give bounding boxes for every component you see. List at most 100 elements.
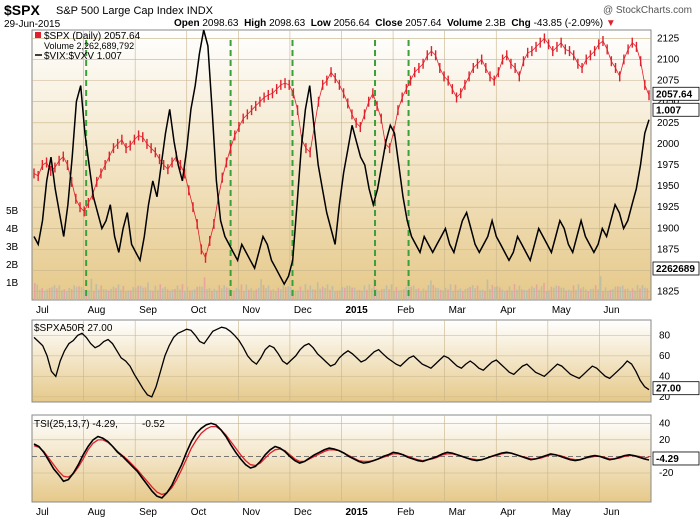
volume-bar bbox=[289, 287, 292, 300]
low-value: 2056.64 bbox=[333, 18, 370, 29]
price-tick-label: 2050 bbox=[657, 97, 680, 108]
volume-bar bbox=[115, 288, 117, 300]
volume-bar bbox=[218, 285, 221, 300]
volume-bar bbox=[43, 290, 46, 300]
index-full-name: S&P 500 Large Cap Index bbox=[56, 5, 184, 17]
volume-bar bbox=[321, 286, 324, 300]
exchange-code: INDX bbox=[186, 5, 213, 17]
volume-bar bbox=[319, 288, 321, 300]
month-label-bottom: Feb bbox=[397, 507, 415, 518]
month-label-bottom: Jun bbox=[603, 507, 619, 518]
breadth-tick-label: 20 bbox=[659, 392, 671, 403]
volume-bar bbox=[97, 289, 100, 300]
volume-bar bbox=[405, 286, 408, 300]
volume-bar bbox=[594, 285, 597, 300]
volume-bar bbox=[139, 285, 142, 300]
volume-bar bbox=[646, 288, 649, 300]
volume-bar bbox=[213, 288, 216, 300]
month-label-top: Jul bbox=[36, 305, 49, 316]
volume-bar bbox=[324, 288, 326, 300]
volume-bar bbox=[393, 290, 395, 300]
volume-bar bbox=[526, 290, 528, 300]
month-label-bottom: Nov bbox=[242, 507, 260, 518]
volume-bar bbox=[484, 290, 486, 300]
close-label: Close bbox=[375, 18, 403, 29]
tsi-tick-label: 20 bbox=[659, 435, 671, 446]
volume-bar bbox=[191, 290, 194, 300]
volume-bar bbox=[311, 289, 314, 300]
volume-bar bbox=[63, 289, 66, 300]
tsi-tick-label: -20 bbox=[659, 468, 674, 479]
volume-bar bbox=[476, 285, 479, 300]
volume-bar bbox=[78, 286, 80, 300]
volume-bar bbox=[489, 289, 491, 300]
volume-bar bbox=[334, 290, 336, 300]
volume-bar bbox=[127, 290, 130, 300]
volume-bar bbox=[186, 286, 189, 300]
volume-bar bbox=[530, 286, 533, 300]
volume-bar bbox=[348, 285, 351, 300]
volume-bar bbox=[371, 288, 373, 300]
tsi-tick-label: 40 bbox=[659, 418, 671, 429]
volume-bar bbox=[326, 284, 329, 300]
volume-bar bbox=[575, 289, 577, 300]
volume-bar bbox=[267, 285, 270, 300]
volume-bar bbox=[282, 285, 285, 300]
volume-bar bbox=[577, 284, 580, 300]
volume-bar bbox=[339, 290, 341, 300]
volume-bar bbox=[400, 290, 403, 300]
volume-bar bbox=[491, 285, 494, 300]
volume-bar bbox=[582, 286, 585, 300]
volume-bar bbox=[159, 284, 162, 300]
volume-bar bbox=[543, 282, 545, 300]
volume-bar bbox=[235, 287, 238, 300]
volume-bar bbox=[572, 285, 575, 300]
volume-bar bbox=[557, 286, 560, 300]
volume-bar bbox=[255, 289, 257, 300]
volume-bar bbox=[353, 287, 356, 300]
volume-bar bbox=[585, 289, 587, 300]
volume-bar bbox=[262, 285, 265, 300]
volume-bar bbox=[129, 290, 132, 300]
volume-bar bbox=[117, 284, 120, 300]
volume-bar bbox=[427, 285, 430, 300]
volume-bar bbox=[437, 288, 440, 300]
close-value: 2057.64 bbox=[405, 18, 442, 29]
brand-watermark[interactable]: @ StockCharts.com bbox=[602, 5, 692, 16]
breadth-tick-label: 60 bbox=[659, 351, 671, 362]
volume-bar bbox=[494, 287, 496, 300]
volume-bar bbox=[216, 290, 218, 300]
vix-badge: 1.007 bbox=[656, 105, 681, 116]
month-label-top: Oct bbox=[191, 305, 207, 316]
volume-bar bbox=[621, 285, 624, 300]
month-label-top: Dec bbox=[294, 305, 312, 316]
volume-bar bbox=[486, 279, 489, 300]
axis-labels-layer: 1825185018751900192519501975200020252050… bbox=[6, 33, 700, 518]
breadth-line bbox=[33, 326, 650, 398]
volume-bar bbox=[462, 290, 464, 300]
volume-bar bbox=[248, 289, 250, 300]
volume-bar bbox=[636, 284, 639, 300]
volume-bar bbox=[316, 282, 319, 300]
tsi-badge: -4.29 bbox=[656, 454, 679, 465]
volume-badge: 2262689 bbox=[656, 264, 695, 275]
volume-bar bbox=[188, 290, 191, 300]
volume-bar bbox=[479, 290, 481, 300]
volume-value: 2.3B bbox=[485, 18, 506, 29]
volume-bar bbox=[358, 290, 361, 300]
volume-bar bbox=[464, 289, 467, 300]
volume-bar bbox=[166, 289, 169, 300]
volume-bar bbox=[65, 290, 68, 300]
volume-bar bbox=[589, 288, 592, 300]
volume-bar bbox=[176, 285, 179, 300]
volume-bar bbox=[265, 288, 267, 300]
volume-bar bbox=[417, 288, 420, 300]
volume-bar bbox=[181, 284, 184, 300]
volume-bar bbox=[545, 290, 548, 300]
high-value: 2098.63 bbox=[269, 18, 306, 29]
volume-bar bbox=[142, 287, 144, 300]
volume-bar bbox=[548, 290, 550, 300]
volume-bar bbox=[343, 287, 346, 300]
volume-bar bbox=[444, 287, 447, 300]
